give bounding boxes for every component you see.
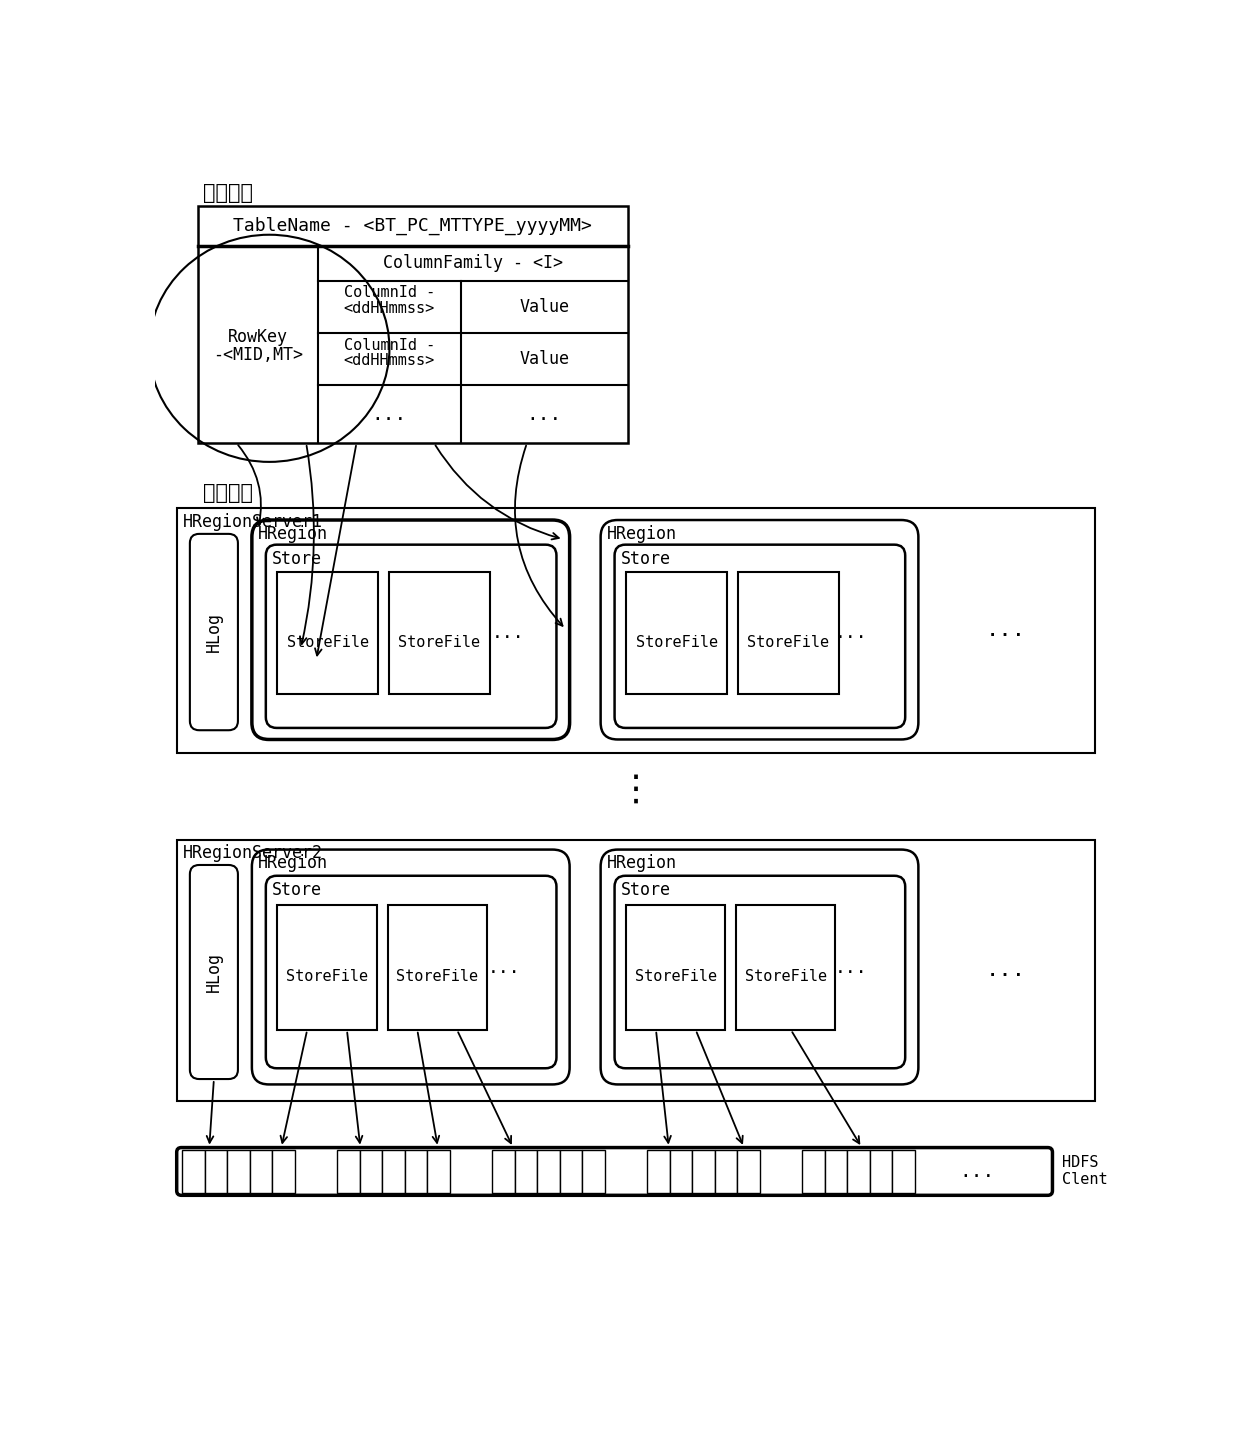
FancyBboxPatch shape [265, 876, 557, 1069]
Text: StoreFile: StoreFile [748, 635, 830, 649]
Text: HRegion: HRegion [258, 525, 329, 542]
Bar [337, 1150, 360, 1193]
Text: StoreFile: StoreFile [286, 969, 368, 985]
Bar [802, 1150, 825, 1193]
Text: Value: Value [520, 350, 569, 369]
FancyBboxPatch shape [176, 1148, 1053, 1196]
Text: StoreFile: StoreFile [745, 969, 827, 985]
Text: ColumnFamily - <I>: ColumnFamily - <I> [383, 254, 563, 272]
Text: 物理结构: 物理结构 [203, 483, 253, 503]
Text: ...: ... [986, 960, 1025, 980]
FancyBboxPatch shape [615, 876, 905, 1069]
Bar [825, 1150, 847, 1193]
Bar [227, 1150, 249, 1193]
Bar [272, 1150, 295, 1193]
Bar [197, 205, 627, 442]
Bar [847, 1150, 869, 1193]
Bar [537, 1150, 559, 1193]
Text: StoreFile: StoreFile [635, 969, 717, 985]
Bar [278, 905, 377, 1030]
Bar [205, 1150, 227, 1193]
FancyBboxPatch shape [190, 865, 238, 1079]
Text: Store: Store [621, 881, 671, 898]
Bar [278, 573, 378, 694]
Text: ...: ... [487, 959, 520, 977]
Bar [176, 840, 1095, 1102]
Bar [582, 1150, 605, 1193]
Text: StoreFile: StoreFile [286, 635, 368, 649]
FancyBboxPatch shape [190, 534, 238, 730]
FancyBboxPatch shape [600, 521, 919, 739]
Bar [389, 573, 490, 694]
Text: Clent: Clent [1061, 1173, 1107, 1187]
Text: ...: ... [835, 625, 867, 642]
Text: HRegionServer2: HRegionServer2 [184, 843, 322, 862]
Bar [647, 1150, 670, 1193]
Bar [692, 1150, 714, 1193]
FancyBboxPatch shape [265, 545, 557, 727]
Text: TableName - <BT_PC_MTTYPE_yyyyMM>: TableName - <BT_PC_MTTYPE_yyyyMM> [233, 217, 593, 236]
Text: HRegion: HRegion [606, 855, 677, 872]
Text: ...: ... [959, 1163, 994, 1181]
Bar [360, 1150, 382, 1193]
Bar [670, 1150, 692, 1193]
Text: HDFS: HDFS [1061, 1155, 1099, 1170]
Text: Store: Store [272, 881, 322, 898]
Text: HRegion: HRegion [606, 525, 677, 542]
Bar [626, 573, 727, 694]
Text: 逻辑结构: 逻辑结构 [203, 182, 253, 202]
Text: ...: ... [372, 405, 407, 424]
Bar [427, 1150, 450, 1193]
Text: HLog: HLog [205, 612, 223, 652]
Text: ...: ... [835, 959, 867, 977]
FancyBboxPatch shape [615, 545, 905, 727]
Bar [626, 905, 725, 1030]
Text: RowKey: RowKey [228, 328, 288, 346]
Bar [515, 1150, 537, 1193]
Text: HRegionServer1: HRegionServer1 [184, 512, 322, 531]
Text: ...: ... [986, 620, 1025, 641]
FancyBboxPatch shape [252, 850, 569, 1084]
Text: HLog: HLog [205, 951, 223, 992]
Bar [559, 1150, 582, 1193]
Bar [714, 1150, 737, 1193]
Bar [892, 1150, 915, 1193]
Bar [249, 1150, 272, 1193]
Bar [737, 905, 836, 1030]
Bar [404, 1150, 427, 1193]
Text: Store: Store [621, 549, 671, 567]
Text: -<MID,MT>: -<MID,MT> [213, 346, 303, 364]
Text: ⋮: ⋮ [618, 772, 653, 807]
Bar [492, 1150, 515, 1193]
Text: HRegion: HRegion [258, 855, 329, 872]
Bar [382, 1150, 404, 1193]
Text: StoreFile: StoreFile [636, 635, 718, 649]
FancyBboxPatch shape [252, 521, 569, 739]
Bar [176, 509, 1095, 753]
Text: ...: ... [527, 405, 562, 424]
Text: <ddHHmmss>: <ddHHmmss> [343, 353, 435, 369]
Bar [869, 1150, 892, 1193]
Text: Value: Value [520, 298, 569, 315]
FancyBboxPatch shape [600, 850, 919, 1084]
Text: ColumnId -: ColumnId - [343, 338, 435, 353]
Text: ColumnId -: ColumnId - [343, 285, 435, 301]
Text: <ddHHmmss>: <ddHHmmss> [343, 301, 435, 315]
Text: StoreFile: StoreFile [396, 969, 479, 985]
Text: StoreFile: StoreFile [398, 635, 480, 649]
Bar [738, 573, 838, 694]
Bar [387, 905, 486, 1030]
Text: Store: Store [272, 549, 322, 567]
Bar [737, 1150, 759, 1193]
Bar [182, 1150, 205, 1193]
Text: ...: ... [491, 625, 525, 642]
